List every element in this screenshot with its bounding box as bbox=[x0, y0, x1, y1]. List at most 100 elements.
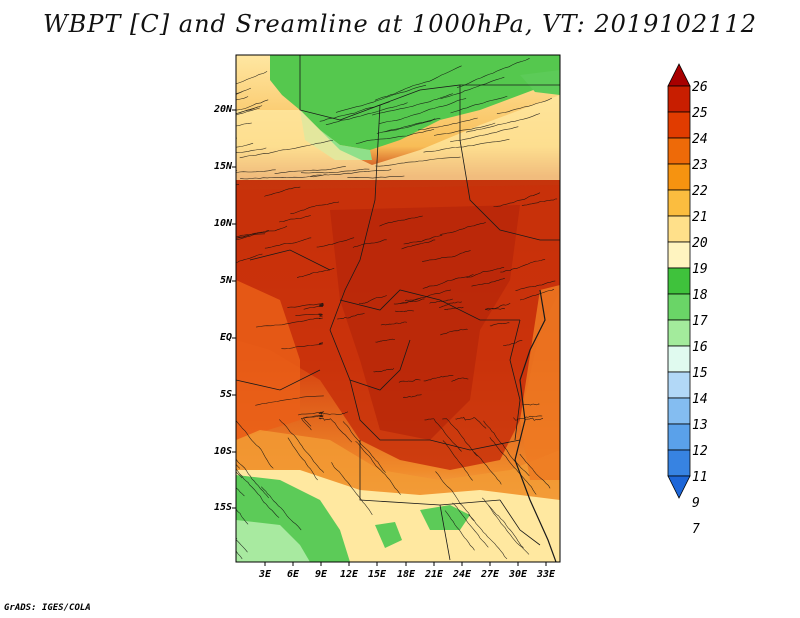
streamline bbox=[404, 289, 451, 302]
lon-label: 6E bbox=[286, 569, 300, 580]
lat-label: 5S bbox=[219, 389, 232, 400]
streamline bbox=[319, 101, 390, 122]
streamline bbox=[279, 419, 325, 473]
colorbar-swatch bbox=[667, 319, 691, 347]
streamline bbox=[355, 440, 401, 495]
streamline bbox=[236, 538, 248, 553]
streamline bbox=[513, 415, 543, 421]
colorbar-swatch bbox=[667, 111, 691, 139]
yellow-band-north bbox=[236, 95, 560, 180]
streamline bbox=[488, 505, 530, 555]
lon-label: 18E bbox=[396, 569, 416, 580]
streamline bbox=[422, 250, 471, 262]
green-patch-south-2 bbox=[375, 522, 402, 548]
streamline bbox=[331, 462, 373, 515]
streamline bbox=[429, 298, 453, 304]
colorbar-label: 23 bbox=[692, 158, 708, 173]
green-region-north bbox=[270, 55, 560, 150]
streamline bbox=[373, 368, 395, 373]
colorbar-label: 9 bbox=[692, 496, 700, 511]
streamline bbox=[424, 418, 462, 452]
colorbar-label: 18 bbox=[692, 288, 708, 303]
streamline bbox=[325, 102, 408, 125]
colorbar-swatch bbox=[667, 267, 691, 295]
streamline bbox=[474, 452, 502, 485]
streamline bbox=[236, 147, 267, 154]
colorbar-swatch bbox=[667, 163, 691, 191]
colorbar-swatch bbox=[667, 423, 691, 451]
streamline bbox=[489, 322, 510, 327]
colorbar-swatch bbox=[667, 215, 691, 243]
streamline bbox=[451, 377, 469, 382]
streamline bbox=[355, 128, 435, 144]
east-warm-strip bbox=[520, 285, 560, 480]
streamline bbox=[347, 175, 405, 179]
streamline bbox=[236, 184, 240, 186]
streamline bbox=[236, 468, 280, 518]
country-borders bbox=[236, 55, 560, 561]
streamline bbox=[466, 113, 541, 133]
streamline bbox=[279, 215, 311, 223]
colorbar-label: 25 bbox=[692, 106, 708, 121]
streamline bbox=[318, 417, 353, 443]
lon-label: 33E bbox=[536, 569, 556, 580]
streamline bbox=[481, 497, 524, 548]
colorbar-swatch bbox=[667, 189, 691, 217]
streamline bbox=[401, 239, 436, 250]
streamline bbox=[375, 338, 395, 343]
map-field bbox=[236, 55, 560, 562]
streamline bbox=[236, 122, 252, 127]
streamline bbox=[236, 420, 274, 469]
streamline bbox=[455, 416, 487, 429]
streamline bbox=[493, 192, 541, 207]
streamline bbox=[439, 222, 486, 236]
streamline bbox=[274, 166, 346, 174]
streamline bbox=[236, 142, 254, 148]
colorbar-label: 20 bbox=[692, 236, 708, 251]
streamline bbox=[519, 453, 551, 489]
streamline bbox=[337, 312, 365, 320]
streamline bbox=[500, 259, 546, 273]
streamline bbox=[236, 230, 269, 238]
streamline bbox=[384, 118, 441, 133]
streamline bbox=[483, 420, 530, 477]
light-green-southwest bbox=[236, 520, 310, 562]
colorbar-label: 11 bbox=[692, 470, 708, 485]
streamline bbox=[236, 234, 250, 239]
colorbar-label: 21 bbox=[692, 210, 708, 225]
streamline bbox=[264, 186, 301, 197]
streamline bbox=[236, 459, 270, 499]
streamline bbox=[376, 118, 436, 134]
streamline bbox=[236, 107, 260, 116]
colorbar-bottom-arrow bbox=[667, 475, 691, 499]
streamline bbox=[290, 201, 340, 214]
streamline bbox=[260, 486, 302, 531]
lat-label: 10S bbox=[213, 446, 232, 457]
streamline bbox=[515, 280, 556, 291]
streamline bbox=[281, 342, 324, 350]
streamline bbox=[503, 340, 523, 346]
streamline bbox=[236, 253, 263, 263]
streamline bbox=[380, 321, 407, 326]
lon-label: 27E bbox=[480, 569, 500, 580]
streamline bbox=[287, 302, 324, 308]
colorbar-label: 12 bbox=[692, 444, 708, 459]
lat-label: 5N bbox=[219, 275, 232, 286]
streamline bbox=[236, 463, 241, 469]
streamline bbox=[296, 268, 335, 278]
streamline bbox=[342, 421, 386, 473]
streamline bbox=[456, 58, 530, 88]
streamline bbox=[335, 84, 427, 113]
streamline bbox=[433, 122, 496, 136]
lat-label: 10N bbox=[213, 218, 232, 229]
streamline bbox=[379, 98, 467, 124]
lon-label: 9E bbox=[314, 569, 328, 580]
streamline bbox=[403, 394, 422, 398]
streamline bbox=[264, 237, 312, 249]
streamline bbox=[236, 71, 268, 85]
streamline bbox=[496, 97, 553, 114]
colorbar-swatch bbox=[667, 241, 691, 269]
streamline bbox=[484, 303, 511, 311]
streamline bbox=[399, 298, 425, 304]
streamline bbox=[374, 65, 462, 101]
